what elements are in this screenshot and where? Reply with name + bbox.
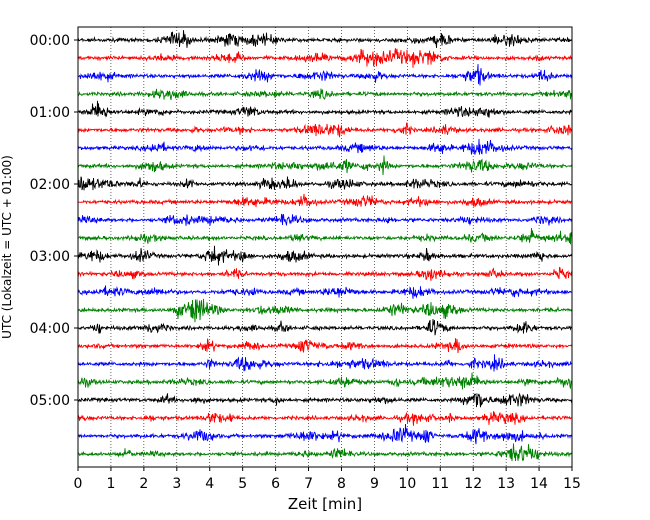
y-tick-label-0: 00:00 xyxy=(30,33,70,49)
trace-17 xyxy=(77,338,573,354)
x-tick-label-13: 13 xyxy=(497,476,515,492)
x-tick-label-2: 2 xyxy=(139,476,148,492)
trace-5 xyxy=(77,122,573,138)
trace-8 xyxy=(77,176,573,191)
trace-9 xyxy=(77,193,573,208)
x-tick-label-7: 7 xyxy=(304,476,313,492)
trace-0 xyxy=(77,30,573,48)
x-tick-label-14: 14 xyxy=(530,476,548,492)
x-axis-label: Zeit [min] xyxy=(288,495,362,513)
x-tick-label-10: 10 xyxy=(398,476,416,492)
x-tick-label-0: 0 xyxy=(74,476,83,492)
x-axis-ticks: 0 1 2 3 4 5 6 7 8 9 10 11 12 13 14 15 xyxy=(74,467,581,492)
trace-6 xyxy=(77,138,573,155)
x-tick-label-15: 15 xyxy=(563,476,581,492)
x-tick-label-3: 3 xyxy=(172,476,181,492)
x-tick-label-5: 5 xyxy=(238,476,247,492)
x-tick-label-1: 1 xyxy=(106,476,115,492)
y-tick-label-1: 01:00 xyxy=(30,105,70,121)
trace-4 xyxy=(77,100,573,118)
trace-1 xyxy=(77,48,573,68)
traces xyxy=(77,30,573,462)
y-axis-ticks: 00:00 01:00 02:00 03:00 04:00 05:00 xyxy=(30,33,78,409)
y-tick-label-5: 05:00 xyxy=(30,393,70,409)
plot-frame xyxy=(77,26,573,468)
x-tick-label-8: 8 xyxy=(337,476,346,492)
trace-16 xyxy=(77,318,573,336)
trace-22 xyxy=(77,424,573,445)
trace-19 xyxy=(77,372,573,390)
trace-2 xyxy=(77,64,573,86)
y-axis-label: UTC (Lokalzeit = UTC + 01:00) xyxy=(0,155,14,339)
trace-10 xyxy=(77,213,573,226)
x-tick-label-12: 12 xyxy=(464,476,482,492)
trace-21 xyxy=(77,411,573,426)
x-tick-label-6: 6 xyxy=(271,476,280,492)
trace-12 xyxy=(77,245,573,266)
y-tick-label-3: 03:00 xyxy=(30,249,70,265)
x-tick-label-4: 4 xyxy=(205,476,214,492)
x-tick-label-9: 9 xyxy=(370,476,379,492)
trace-23 xyxy=(77,443,573,462)
trace-15 xyxy=(77,298,573,323)
trace-7 xyxy=(77,155,573,176)
trace-3 xyxy=(77,88,573,101)
x-tick-label-11: 11 xyxy=(431,476,449,492)
y-tick-label-4: 04:00 xyxy=(30,321,70,337)
grid-lines xyxy=(110,27,540,467)
trace-11 xyxy=(77,228,573,245)
y-tick-label-2: 02:00 xyxy=(30,177,70,193)
trace-20 xyxy=(77,392,573,408)
trace-14 xyxy=(77,285,573,299)
trace-13 xyxy=(77,266,573,281)
trace-18 xyxy=(77,354,573,372)
